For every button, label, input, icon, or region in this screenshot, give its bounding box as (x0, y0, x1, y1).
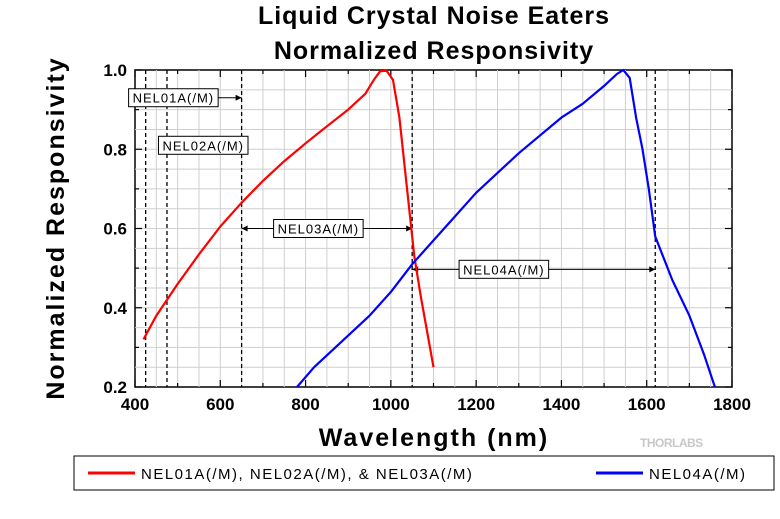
series-lines (142, 68, 716, 388)
legend-label-nel01-03: NEL01A(/M), NEL02A(/M), & NEL03A(/M) (141, 466, 473, 483)
chart-title-line-1: Liquid Crystal Noise Eaters (258, 2, 610, 30)
legend: NEL01A(/M), NEL02A(/M), & NEL03A(/M) NEL… (73, 455, 775, 491)
y-tick-label: 0.2 (103, 378, 127, 397)
range-label: NEL01A(/M) (133, 91, 215, 106)
x-tick-label: 1400 (543, 395, 581, 414)
range-label: NEL04A(/M) (463, 262, 545, 277)
x-tick-label: 1000 (372, 395, 410, 414)
wavelength-ranges: NEL01A(/M) NEL02A(/M) NEL03A(/M) NEL04A(/M) (128, 88, 656, 279)
y-tick-label: 0.4 (103, 299, 127, 318)
range-nel03a-m-: NEL03A(/M) (241, 219, 413, 238)
range-label: NEL03A(/M) (278, 222, 360, 237)
plot-area: 400 600 800 1000 1200 1400 1600 1800 0.2 0.4 0.6 0.… (103, 61, 751, 414)
range-nel02a-m-: NEL02A(/M) (157, 135, 249, 155)
reference-lines (145, 70, 656, 387)
legend-box (73, 455, 775, 491)
x-tick-label: 1200 (457, 395, 495, 414)
range-label-box (273, 219, 364, 238)
series-line-nel01-03 (142, 69, 435, 368)
x-tick-label: 800 (291, 395, 319, 414)
range-arrowhead (235, 94, 242, 101)
x-tick-label: 1800 (713, 395, 751, 414)
y-tick-label: 0.8 (103, 140, 127, 159)
x-tick-label: 600 (206, 395, 234, 414)
y-tick-label: 0.6 (103, 220, 127, 239)
chart-title-line-2: Normalized Responsivity (274, 37, 594, 65)
range-arrowhead (649, 266, 656, 273)
range-label-box (128, 88, 219, 108)
y-tick-label: 1.0 (103, 61, 127, 80)
grid (135, 70, 732, 387)
y-axis-title: Normalized Responsivity (42, 56, 70, 399)
range-arrowhead (406, 225, 413, 232)
range-arrowhead (241, 225, 248, 232)
x-axis-title: Wavelength (nm) (319, 424, 549, 452)
thorlabs-watermark: THORLABS (640, 436, 703, 450)
range-nel04a-m-: NEL04A(/M) (412, 259, 656, 279)
x-tick-label: 400 (121, 395, 149, 414)
x-tick-label: 1600 (628, 395, 666, 414)
range-label-box (157, 135, 249, 155)
range-nel01a-m-: NEL01A(/M) (128, 88, 242, 108)
axes: 400 600 800 1000 1200 1400 1600 1800 0.2 0.4 0.6 0.… (103, 61, 751, 414)
legend-label-nel04: NEL04A(/M) (649, 466, 747, 483)
range-label: NEL02A(/M) (162, 138, 244, 153)
series-line-nel04 (296, 68, 716, 388)
range-label-box (458, 259, 550, 279)
